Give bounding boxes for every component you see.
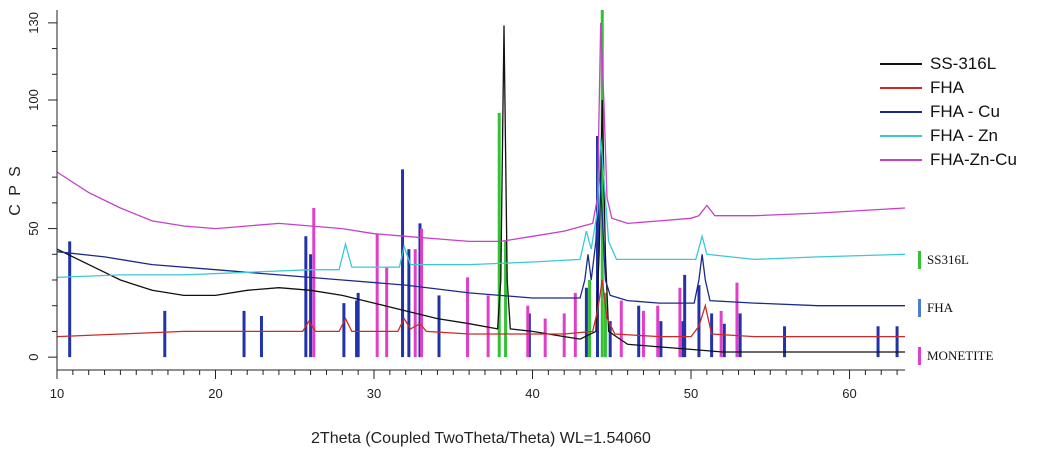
- x-tick-label: 30: [367, 386, 381, 401]
- ref-swatch: [918, 347, 921, 365]
- legend-label: FHA: [930, 78, 964, 97]
- x-tick-label: 10: [50, 386, 64, 401]
- ref-legend-item-ss316l: SS316L: [918, 236, 993, 284]
- y-tick-label: 0: [26, 354, 41, 361]
- ref-pattern-ss316l: [497, 10, 607, 358]
- legend-label: FHA - Zn: [930, 126, 999, 145]
- y-axis-title: C P S: [7, 164, 24, 216]
- legend-label: FHA-Zn-Cu: [930, 150, 1017, 169]
- legend-item-fha: FHA: [880, 76, 1017, 100]
- x-axis-title: 2Theta (Coupled TwoTheta/Theta) WL=1.540…: [311, 430, 651, 447]
- ref-legend-item-fha: FHA: [918, 284, 993, 332]
- x-tick-label: 60: [842, 386, 856, 401]
- series-line-fha-zn-cu: [56, 22, 906, 243]
- x-tick-label: 20: [208, 386, 222, 401]
- ref-label: MONETITE: [927, 348, 994, 363]
- legend-item-fha-zn: FHA - Zn: [880, 124, 1017, 148]
- legend-swatch: [880, 111, 922, 113]
- y-tick-label: 50: [26, 221, 41, 235]
- x-tick-label: 40: [525, 386, 539, 401]
- series-layer: [56, 22, 906, 353]
- ref-pattern-fha: [68, 136, 899, 358]
- legend-item-ss-316l: SS-316L: [880, 52, 1017, 76]
- series-line-fha-cu: [56, 164, 905, 307]
- legend-swatch: [880, 87, 922, 89]
- legend-item-fha-zn-cu: FHA-Zn-Cu: [880, 148, 1017, 172]
- ref-legend-item-monetite: MONETITE: [918, 332, 993, 380]
- y-tick-label: 100: [26, 89, 41, 111]
- legend-swatch: [880, 135, 922, 137]
- series-legend: SS-316L FHA FHA - Cu FHA - Zn FHA-Zn-Cu: [880, 52, 1017, 172]
- series-line-fha: [56, 279, 905, 338]
- ref-label: FHA: [927, 300, 954, 315]
- series-line-ss-316l: [56, 25, 905, 353]
- series-line-fha-zn: [56, 138, 906, 279]
- ref-label: SS316L: [927, 252, 969, 267]
- legend-item-fha-cu: FHA - Cu: [880, 100, 1017, 124]
- legend-swatch: [880, 159, 922, 161]
- axes-layer: 10 20 30 40 50 60 0 50 100 130 2Theta (Coupled Two…: [7, 10, 905, 447]
- x-tick-label: 50: [684, 386, 698, 401]
- ref-swatch: [918, 299, 921, 317]
- y-tick-label: 130: [26, 12, 41, 34]
- reference-peaks-layer: [68, 10, 899, 358]
- legend-label: FHA - Cu: [930, 102, 1000, 121]
- ref-pattern-monetite: [312, 208, 739, 358]
- legend-label: SS-316L: [930, 54, 997, 73]
- reference-legend: SS316L FHA MONETITE: [918, 236, 993, 380]
- legend-swatch: [880, 63, 922, 65]
- ref-swatch: [918, 251, 921, 269]
